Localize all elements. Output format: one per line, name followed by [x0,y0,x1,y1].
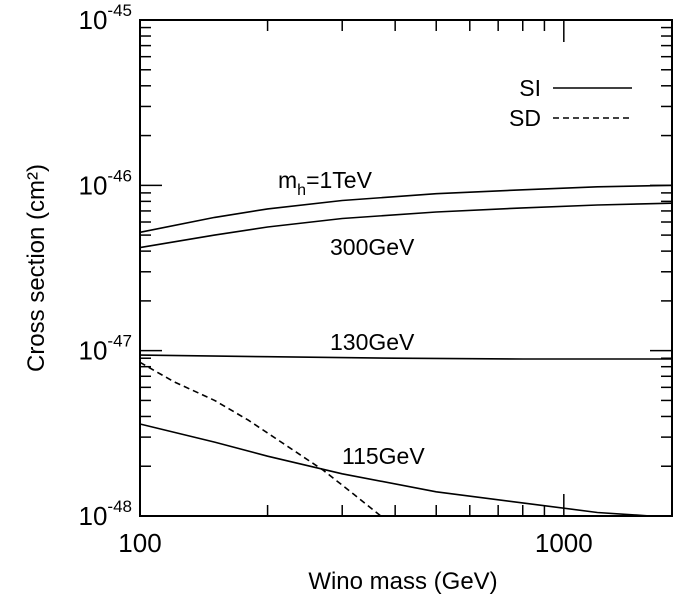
y-tick-label: 10-48 [79,497,133,531]
curve-label-300gev: 300GeV [330,234,415,260]
legend-label-sd: SD [509,105,541,131]
series-line-0 [139,184,673,234]
series-line-2 [139,354,672,360]
curve-label-130gev: 130GeV [330,329,415,355]
curve-label-1tev: mh=1TeV [278,167,373,199]
curve-label-115gev: 115GeV [342,443,425,469]
curve-label-m: m [278,167,297,193]
legend-label-si: SI [519,75,541,101]
y-tick-label: 10-47 [79,332,133,366]
y-tick-base: 10 [79,170,108,200]
legend: SI SD [509,75,632,131]
x-axis-label: Wino mass (GeV) [308,568,497,595]
y-tick-base: 10 [79,336,108,366]
plot-labels: mh=1TeV 300GeV 130GeV 115GeV [278,167,425,469]
y-tick-label: 10-46 [79,166,133,200]
y-tick-exponent: -46 [107,166,132,185]
x-tick-label: 1000 [535,528,593,558]
series-line-4 [139,361,382,517]
y-tick-exponent: -47 [107,332,132,351]
y-tick-label: 10-45 [79,1,133,35]
series-line-1 [139,202,673,249]
y-tick-exponent: -48 [107,497,132,516]
series-line-3 [139,423,672,517]
x-tick-label: 100 [118,528,161,558]
y-tick-exponent: -45 [107,1,132,20]
curve-label-rest: =1TeV [306,167,373,193]
curve-label-subscript: h [297,182,306,199]
plot-curves [139,184,673,517]
y-tick-base: 10 [79,501,108,531]
y-axis-label: Cross section (cm²) [23,164,50,372]
plot-frame [139,19,673,517]
y-tick-base: 10 [79,5,108,35]
